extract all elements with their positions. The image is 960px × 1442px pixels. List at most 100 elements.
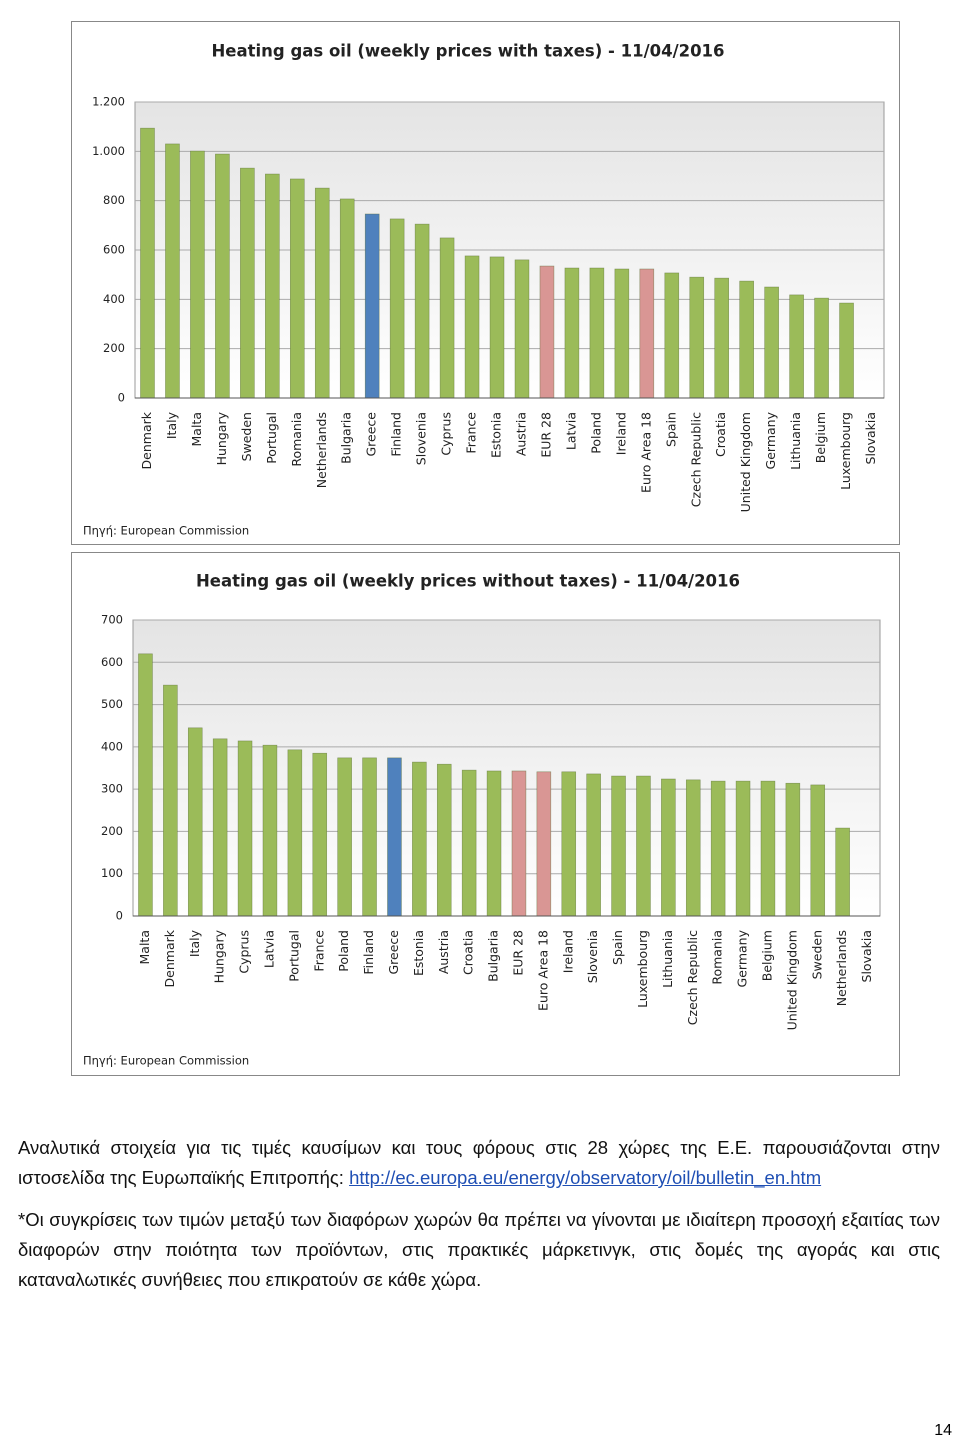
bar: [262, 744, 278, 917]
bar: [138, 653, 153, 917]
plot-area: [132, 619, 881, 917]
x-tick-label: Bulgaria: [339, 412, 354, 464]
y-tick-label: 600: [101, 655, 123, 669]
x-tick-label: Malta: [189, 412, 204, 446]
bar: [461, 769, 477, 917]
y-tick-label: 400: [101, 739, 123, 753]
bar: [539, 265, 555, 399]
y-tick-label: 600: [103, 243, 125, 257]
bar: [611, 775, 626, 917]
x-tick-label: Slovakia: [863, 412, 878, 464]
x-tick-label: Austria: [513, 412, 528, 456]
y-tick-label: 300: [101, 782, 123, 796]
bar: [839, 302, 854, 399]
x-tick-label: Euro Area 18: [535, 930, 550, 1011]
bar: [165, 143, 180, 399]
y-tick-label: 200: [101, 824, 123, 838]
bar: [464, 255, 480, 399]
chart: Heating gas oil (weekly prices with taxe…: [71, 21, 900, 545]
x-tick-label: EUR 28: [538, 412, 553, 458]
x-tick-label: Cyprus: [439, 412, 454, 456]
x-tick-label: Belgium: [759, 930, 774, 981]
bar: [511, 770, 527, 917]
x-tick-label: Finland: [389, 412, 404, 457]
bar: [364, 213, 380, 399]
bar: [710, 780, 726, 917]
bar: [561, 771, 577, 917]
x-tick-label: Ireland: [613, 412, 628, 455]
bar: [789, 294, 804, 399]
bar: [337, 757, 352, 917]
bar: [163, 684, 178, 917]
x-tick-label: Denmark: [162, 929, 177, 987]
y-tick-label: 1.000: [92, 144, 125, 158]
bar: [240, 167, 255, 399]
x-tick-label: United Kingdom: [738, 412, 753, 512]
bar: [289, 178, 305, 399]
x-tick-label: Italy: [164, 411, 179, 439]
bar: [685, 779, 701, 917]
bar: [714, 277, 730, 399]
x-tick-label: Italy: [187, 929, 202, 957]
x-tick-label: Denmark: [139, 411, 154, 469]
source: Πηγή: European Commission: [83, 524, 249, 538]
x-tick-label: Romania: [710, 930, 725, 985]
bar: [814, 297, 829, 399]
y-tick-label: 100: [101, 866, 123, 880]
bar: [764, 286, 779, 399]
x-tick-label: Czech Republic: [688, 412, 703, 507]
x-tick-label: Spain: [610, 930, 625, 965]
bar: [564, 267, 580, 399]
chart-title: Heating gas oil (weekly prices without t…: [196, 572, 740, 591]
chart-title: Heating gas oil (weekly prices with taxe…: [211, 42, 724, 61]
x-tick-label: Romania: [289, 412, 304, 467]
x-tick-label: Poland: [336, 930, 351, 972]
x-tick-label: Poland: [588, 412, 603, 454]
bar: [639, 268, 655, 399]
bar: [536, 771, 552, 917]
x-tick-label: Czech Republic: [685, 930, 700, 1025]
bar: [237, 740, 253, 917]
x-tick-label: Lithuania: [788, 412, 803, 470]
x-tick-label: Greece: [364, 412, 379, 457]
y-tick-label: 500: [101, 697, 123, 711]
x-tick-label: Slovenia: [585, 930, 600, 983]
x-tick-label: Germany: [763, 411, 778, 469]
x-tick-label: Greece: [386, 930, 401, 975]
paragraph: Αναλυτικά στοιχεία για τις τιμές καυσίμω…: [18, 1133, 940, 1193]
source: Πηγή: European Commission: [83, 1054, 249, 1068]
chart: Heating gas oil (weekly prices without t…: [71, 552, 900, 1076]
y-tick-label: 200: [103, 341, 125, 355]
x-tick-label: Finland: [361, 930, 376, 975]
x-tick-label: Austria: [436, 930, 451, 974]
bar: [636, 775, 651, 917]
x-tick-label: Estonia: [411, 930, 426, 976]
x-tick-label: Latvia: [563, 412, 578, 450]
y-tick-label: 800: [103, 193, 125, 207]
x-tick-label: Slovakia: [859, 930, 874, 982]
x-tick-label: Hungary: [212, 929, 227, 983]
x-tick-label: Slovenia: [414, 412, 429, 465]
x-tick-label: Cyprus: [237, 930, 252, 974]
x-tick-label: Euro Area 18: [638, 412, 653, 493]
bar: [265, 173, 280, 399]
bar: [785, 782, 801, 917]
x-tick-label: France: [464, 412, 479, 454]
x-tick-label: Croatia: [713, 412, 728, 457]
bar: [212, 738, 228, 917]
x-tick-label: Belgium: [813, 412, 828, 463]
link[interactable]: http://ec.europa.eu/energy/observatory/o…: [349, 1167, 822, 1188]
x-tick-label: France: [311, 930, 326, 972]
x-tick-label: Netherlands: [834, 930, 849, 1006]
bar: [414, 223, 430, 399]
bar: [389, 218, 405, 399]
x-tick-label: Croatia: [461, 930, 476, 975]
x-tick-label: EUR 28: [510, 930, 525, 976]
x-tick-label: Ireland: [560, 930, 575, 973]
x-tick-label: Malta: [137, 930, 152, 964]
bar: [439, 237, 455, 399]
bar: [215, 153, 230, 399]
y-tick-label: 0: [118, 391, 125, 405]
y-tick-label: 400: [103, 292, 125, 306]
